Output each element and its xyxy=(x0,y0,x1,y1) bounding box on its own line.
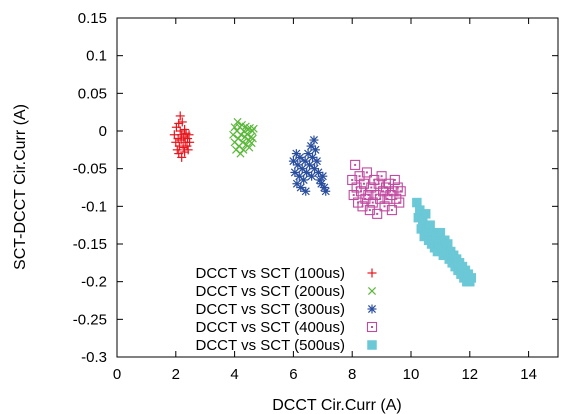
legend-label: DCCT vs SCT (300us) xyxy=(196,301,345,318)
data-point xyxy=(350,159,361,170)
data-point xyxy=(358,178,370,189)
data-point xyxy=(394,197,405,208)
data-point xyxy=(175,111,185,121)
data-points xyxy=(169,111,477,287)
x-axis-label: DCCT Cir.Curr (A) xyxy=(272,397,401,414)
data-point xyxy=(238,138,247,147)
x-tick-label: 4 xyxy=(230,366,238,383)
data-point xyxy=(183,145,193,155)
x-tick-label: 0 xyxy=(113,366,121,383)
data-point xyxy=(233,117,242,126)
data-point xyxy=(364,205,375,216)
data-point xyxy=(245,143,254,152)
data-point xyxy=(312,156,322,166)
data-point xyxy=(295,152,305,162)
data-point xyxy=(293,160,303,170)
data-point xyxy=(301,186,311,196)
legend: DCCT vs SCT (100us)DCCT vs SCT (200us)DC… xyxy=(196,265,378,354)
legend-marker xyxy=(367,304,377,314)
data-point xyxy=(309,135,319,145)
legend-label: DCCT vs SCT (200us) xyxy=(196,283,345,300)
data-point xyxy=(302,167,312,177)
legend-label: DCCT vs SCT (100us) xyxy=(196,265,345,282)
data-point xyxy=(372,208,383,219)
series-4 xyxy=(347,159,406,219)
y-tick-label: 0.1 xyxy=(86,48,107,65)
data-point xyxy=(249,124,258,133)
data-point xyxy=(357,201,368,212)
y-tick-label: -0.3 xyxy=(81,349,107,366)
data-point xyxy=(313,167,323,177)
y-tick-label: -0.2 xyxy=(81,274,107,291)
x-tick-label: 10 xyxy=(403,366,420,383)
data-point xyxy=(466,273,477,283)
data-point xyxy=(185,137,195,147)
data-point xyxy=(183,134,193,144)
data-point xyxy=(360,193,371,204)
data-point xyxy=(175,126,185,136)
data-point xyxy=(179,132,189,142)
legend-marker xyxy=(366,321,378,333)
data-point xyxy=(395,186,406,197)
data-point xyxy=(361,167,372,178)
data-point xyxy=(296,183,306,192)
data-point xyxy=(385,189,396,201)
legend-label: DCCT vs SCT (500us) xyxy=(196,337,345,354)
data-point xyxy=(180,124,190,134)
data-point xyxy=(379,201,390,212)
y-tick-label: 0 xyxy=(99,123,107,140)
data-point xyxy=(367,197,378,208)
data-point xyxy=(178,143,188,153)
data-point xyxy=(171,122,181,132)
data-point xyxy=(177,117,187,127)
data-point xyxy=(321,186,331,196)
data-point xyxy=(310,145,320,155)
data-point xyxy=(239,145,248,154)
y-tick-label: 0.15 xyxy=(78,10,107,27)
data-point xyxy=(318,171,328,181)
data-point xyxy=(386,205,397,216)
x-tick-label: 14 xyxy=(520,366,537,383)
data-point xyxy=(248,134,257,143)
data-point xyxy=(172,145,182,155)
legend-marker xyxy=(367,268,377,278)
data-point xyxy=(376,171,387,182)
data-point xyxy=(177,152,187,162)
x-tick-label: 8 xyxy=(348,366,356,383)
data-point xyxy=(299,175,309,185)
legend-marker xyxy=(367,340,377,350)
data-point xyxy=(305,160,315,170)
y-tick-label: -0.1 xyxy=(81,198,107,215)
y-tick-label: -0.25 xyxy=(73,311,107,328)
series-3 xyxy=(288,135,331,196)
legend-label: DCCT vs SCT (400us) xyxy=(196,319,345,336)
data-point xyxy=(174,141,184,151)
legend-marker xyxy=(367,286,377,296)
data-point xyxy=(184,130,194,140)
x-tick-label: 6 xyxy=(289,366,297,383)
data-point xyxy=(307,171,317,181)
x-tick-label: 2 xyxy=(172,366,180,383)
data-point xyxy=(319,183,329,192)
data-point xyxy=(247,139,256,148)
data-point xyxy=(420,209,431,219)
x-tick-label: 12 xyxy=(461,366,478,383)
data-point xyxy=(389,174,400,186)
y-tick-label: -0.15 xyxy=(73,236,107,253)
series-2 xyxy=(229,117,258,158)
y-axis-label: SCT-DCCT Cir.Curr (A) xyxy=(12,104,29,270)
y-tick-label: -0.05 xyxy=(73,161,107,178)
y-tick-label: 0.05 xyxy=(78,85,107,102)
plot-frame xyxy=(116,17,559,358)
series-1 xyxy=(169,111,195,162)
data-point xyxy=(392,182,403,193)
series-5 xyxy=(412,197,477,287)
